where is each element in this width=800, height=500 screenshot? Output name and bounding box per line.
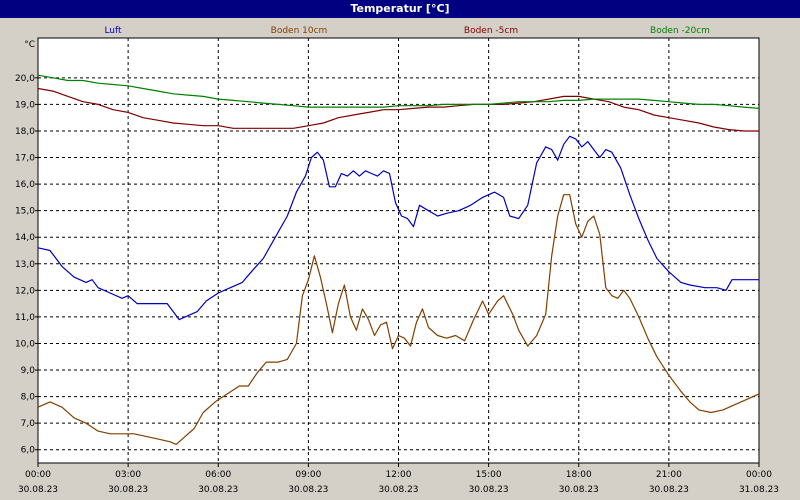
axes: 6,0 7,0 8,0 9,0 10,0 11,0 12,0 13,0 14,0 15,0 16,0… — [15, 40, 779, 495]
x-tick-date: 30.08.23 — [649, 485, 689, 495]
x-tick-date: 30.08.23 — [469, 485, 509, 495]
legend-entry: Boden -20cm — [650, 26, 710, 36]
y-tick-label: 14,0 — [15, 233, 35, 243]
x-tick-date: 30.08.23 — [378, 485, 418, 495]
y-tick-label: 6,0 — [21, 446, 36, 456]
series-line-boden-20cm — [37, 74, 760, 109]
y-tick-label: 7,0 — [21, 419, 36, 429]
y-tick-label: 17,0 — [15, 154, 35, 164]
legend: Luft Boden 10cm Boden -5cm Boden -20cm — [104, 26, 710, 36]
x-tick-time: 18:00 — [566, 470, 592, 480]
y-tick-label: 16,0 — [15, 180, 35, 190]
x-tick-time: 00:00 — [746, 470, 772, 480]
x-tick-date: 30.08.23 — [18, 485, 58, 495]
x-tick-date: 30.08.23 — [288, 485, 328, 495]
series-line-boden-10cm — [37, 194, 760, 445]
x-tick-time: 03:00 — [115, 470, 141, 480]
legend-entry: Luft — [104, 26, 122, 36]
x-tick-date: 30.08.23 — [108, 485, 148, 495]
series-line-luft — [37, 135, 759, 321]
chart-title: Temperatur [°C] — [0, 0, 800, 18]
x-tick-time: 15:00 — [476, 470, 502, 480]
x-tick-time: 21:00 — [656, 470, 682, 480]
y-tick-label: 20,0 — [15, 74, 35, 84]
x-tick-time: 00:00 — [25, 470, 51, 480]
y-tick-label: 18,0 — [15, 127, 35, 137]
y-tick-label: 11,0 — [15, 313, 35, 323]
series-lines — [37, 74, 760, 445]
y-tick-label: 19,0 — [15, 100, 35, 110]
y-axis-unit: °C — [24, 40, 35, 50]
legend-entry: Boden 10cm — [271, 26, 328, 36]
x-tick-date: 30.08.23 — [559, 485, 599, 495]
x-tick-time: 09:00 — [295, 470, 321, 480]
y-tick-label: 10,0 — [15, 339, 35, 349]
x-tick-time: 12:00 — [386, 470, 412, 480]
y-tick-label: 8,0 — [21, 393, 36, 403]
legend-entry: Boden -5cm — [464, 26, 518, 36]
y-tick-label: 13,0 — [15, 260, 35, 270]
y-tick-label: 9,0 — [21, 366, 36, 376]
x-tick-time: 06:00 — [205, 470, 231, 480]
y-tick-label: 12,0 — [15, 286, 35, 296]
series-line-boden-5cm — [37, 87, 759, 132]
x-tick-date: 31.08.23 — [739, 485, 779, 495]
y-tick-label: 15,0 — [15, 207, 35, 217]
x-tick-date: 30.08.23 — [198, 485, 238, 495]
